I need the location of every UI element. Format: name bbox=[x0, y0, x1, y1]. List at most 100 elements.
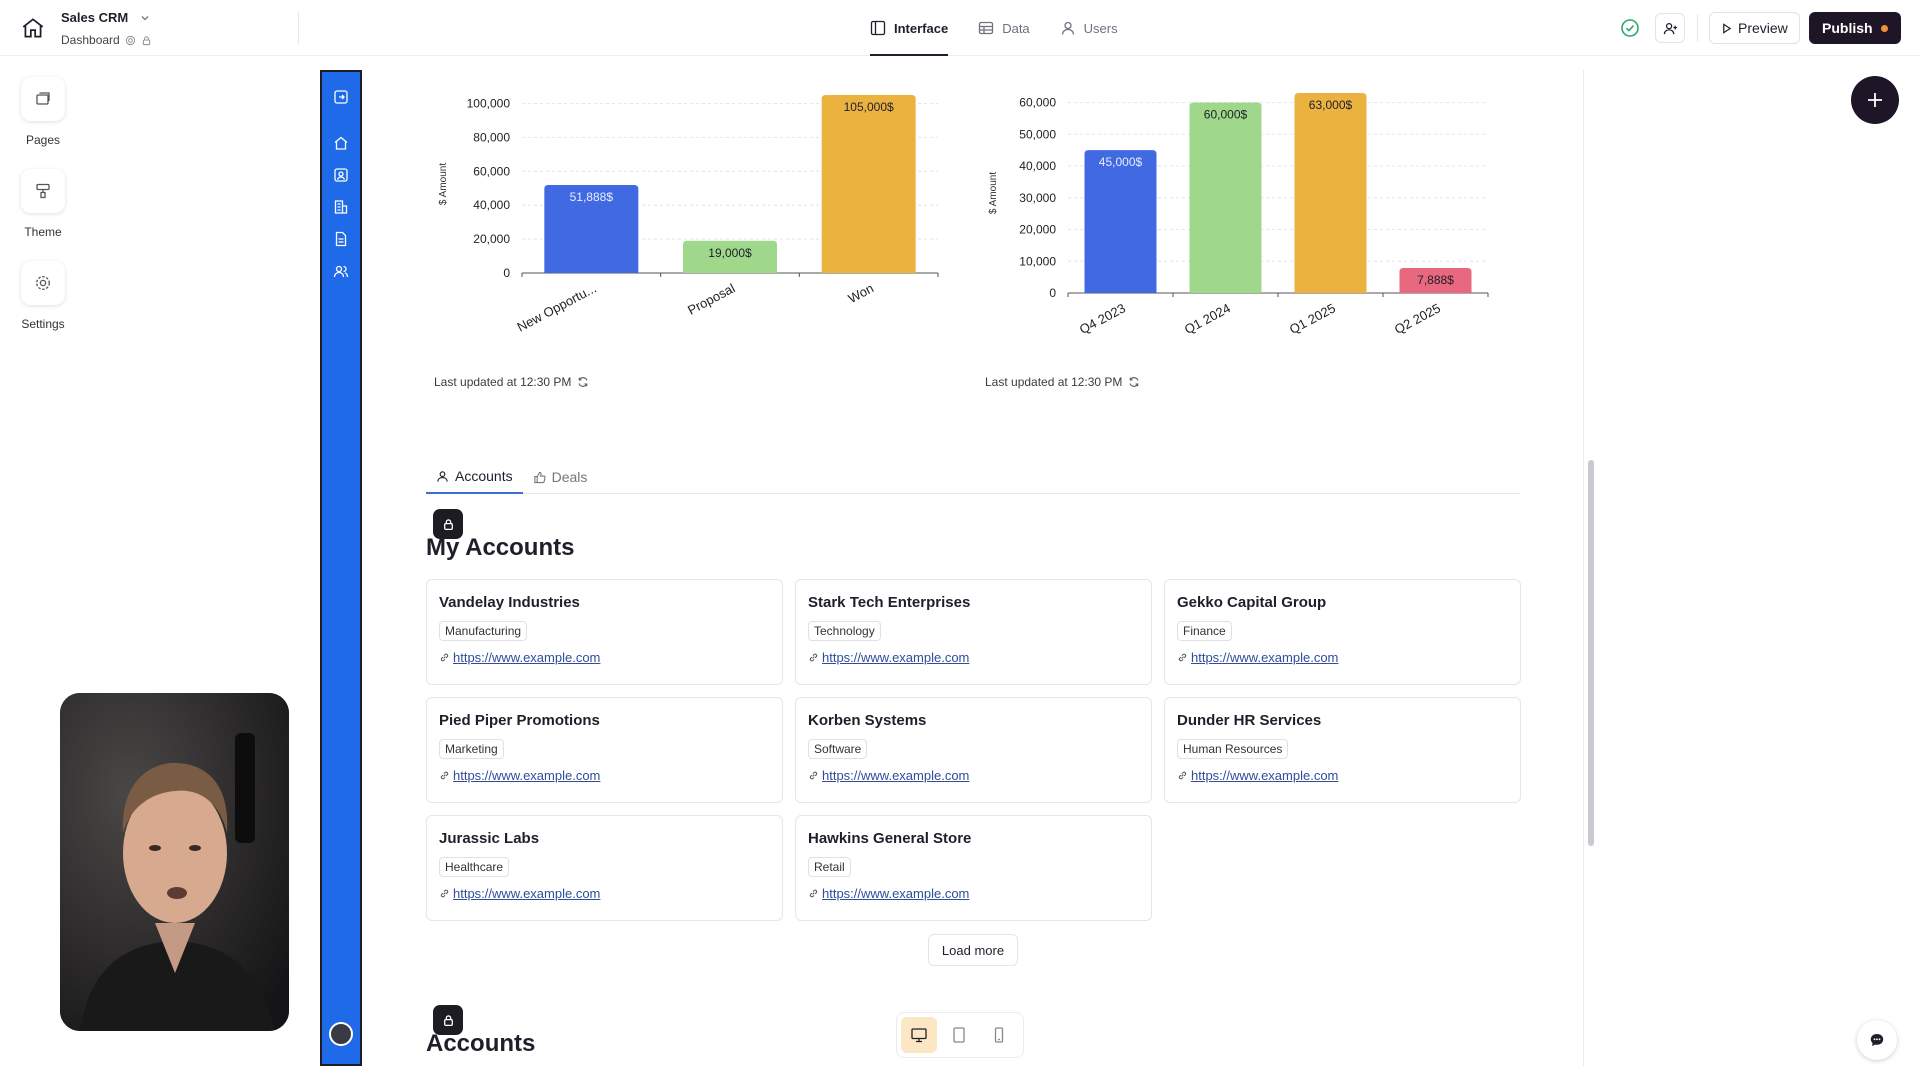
tab-interface[interactable]: Interface bbox=[870, 0, 949, 56]
link-icon bbox=[440, 889, 449, 898]
refresh-icon[interactable] bbox=[577, 376, 589, 388]
device-mobile-button[interactable] bbox=[981, 1017, 1017, 1053]
account-name: Gekko Capital Group bbox=[1177, 594, 1327, 611]
building-icon[interactable] bbox=[333, 199, 349, 215]
account-card[interactable]: Jurassic Labs Healthcare https://www.examp… bbox=[426, 815, 783, 921]
divider bbox=[1697, 14, 1698, 42]
app-title[interactable]: Sales CRM bbox=[61, 10, 150, 25]
y-tick-label: 40,000 bbox=[473, 198, 510, 212]
tool-settings[interactable]: Settings bbox=[20, 261, 66, 331]
account-name: Dunder HR Services bbox=[1177, 712, 1322, 729]
account-website-link[interactable]: https://www.example.com bbox=[1177, 768, 1508, 783]
tool-theme[interactable]: Theme bbox=[20, 169, 66, 239]
account-card[interactable]: Hawkins General Store Retail https://www.e… bbox=[795, 815, 1152, 921]
account-card[interactable]: Stark Tech Enterprises Technology https://… bbox=[795, 579, 1152, 685]
thumbs-up-icon bbox=[533, 471, 546, 483]
y-tick-label: 50,000 bbox=[1019, 127, 1056, 141]
y-tick-label: 60,000 bbox=[473, 164, 510, 178]
app-sidebar-nav bbox=[320, 70, 362, 1066]
bar bbox=[1084, 150, 1157, 293]
tool-theme-box[interactable] bbox=[21, 169, 65, 213]
account-card[interactable]: Vandelay Industries Manufacturing https://… bbox=[426, 579, 783, 685]
y-axis-label: $ Amount bbox=[438, 163, 449, 205]
gear-icon bbox=[125, 35, 135, 45]
webcam-overlay bbox=[60, 693, 289, 1031]
account-website-link[interactable]: https://www.example.com bbox=[808, 886, 1139, 901]
bar bbox=[1294, 93, 1367, 293]
account-website-link[interactable]: https://www.example.com bbox=[439, 768, 770, 783]
account-website-link[interactable]: https://www.example.com bbox=[1177, 650, 1508, 665]
expand-icon[interactable] bbox=[333, 89, 349, 105]
account-website-link[interactable]: https://www.example.com bbox=[808, 768, 1139, 783]
account-name: Korben Systems bbox=[808, 712, 927, 729]
x-tick-label: Q1 2025 bbox=[1287, 300, 1338, 337]
avatar[interactable] bbox=[329, 1022, 353, 1046]
device-desktop-button[interactable] bbox=[901, 1017, 937, 1053]
bar bbox=[683, 240, 777, 273]
account-website-link[interactable]: https://www.example.com bbox=[439, 886, 770, 901]
add-button[interactable] bbox=[1851, 76, 1899, 124]
account-url: https://www.example.com bbox=[453, 886, 601, 901]
bar bbox=[821, 95, 916, 273]
preview-label: Preview bbox=[1738, 20, 1788, 36]
y-tick-label: 0 bbox=[503, 266, 510, 280]
account-card[interactable]: Dunder HR Services Human Resources https:/… bbox=[1164, 697, 1521, 803]
share-button[interactable] bbox=[1655, 13, 1685, 43]
account-url: https://www.example.com bbox=[822, 886, 970, 901]
tab-data[interactable]: Data bbox=[978, 0, 1030, 56]
publish-label: Publish bbox=[1822, 20, 1873, 36]
tool-settings-box[interactable] bbox=[21, 261, 65, 305]
users-icon[interactable] bbox=[333, 263, 349, 279]
tool-pages-label: Pages bbox=[25, 133, 61, 147]
page-breadcrumb[interactable]: Dashboard bbox=[61, 33, 152, 47]
device-preview-toggle bbox=[896, 1012, 1024, 1058]
tab-deals-label: Deals bbox=[551, 469, 588, 485]
link-icon bbox=[1178, 653, 1187, 662]
home-icon[interactable] bbox=[20, 15, 46, 41]
account-card[interactable]: Korben Systems Software https://www.exampl… bbox=[795, 697, 1152, 803]
bar bbox=[544, 185, 639, 273]
data-label: 63,000$ bbox=[1309, 98, 1353, 112]
data-label: 19,000$ bbox=[708, 246, 752, 260]
pages-icon bbox=[36, 92, 50, 105]
home-icon[interactable] bbox=[333, 135, 349, 151]
y-tick-label: 60,000 bbox=[1019, 96, 1056, 110]
device-tablet-button[interactable] bbox=[941, 1017, 977, 1053]
preview-button[interactable]: Preview bbox=[1709, 12, 1800, 44]
account-name: Pied Piper Promotions bbox=[439, 712, 600, 729]
lock-icon bbox=[142, 35, 150, 45]
account-website-link[interactable]: https://www.example.com bbox=[439, 650, 770, 665]
tab-deals[interactable]: Deals bbox=[523, 460, 598, 494]
tab-data-label: Data bbox=[1002, 20, 1030, 36]
locked-badge[interactable] bbox=[433, 509, 463, 539]
tab-interface-label: Interface bbox=[894, 20, 949, 36]
contacts-icon[interactable] bbox=[333, 167, 349, 183]
account-website-link[interactable]: https://www.example.com bbox=[808, 650, 1139, 665]
scrollbar[interactable] bbox=[1588, 460, 1594, 846]
account-card[interactable]: Gekko Capital Group Finance https://www.ex… bbox=[1164, 579, 1521, 685]
link-icon bbox=[1178, 771, 1187, 780]
locked-badge[interactable] bbox=[433, 1005, 463, 1035]
tool-pages-box[interactable] bbox=[21, 77, 65, 121]
chevron-down-icon bbox=[141, 15, 149, 20]
data-label: 7,888$ bbox=[1417, 273, 1454, 287]
chart-quarterly-updated: Last updated at 12:30 PM bbox=[985, 375, 1140, 389]
publish-button[interactable]: Publish bbox=[1809, 12, 1901, 44]
data-label: 45,000$ bbox=[1099, 155, 1143, 169]
tab-accounts[interactable]: Accounts bbox=[426, 460, 523, 494]
account-card[interactable]: Pied Piper Promotions Marketing https://ww… bbox=[426, 697, 783, 803]
tool-pages[interactable]: Pages bbox=[20, 77, 66, 147]
page-name: Dashboard bbox=[61, 33, 120, 47]
desktop-icon bbox=[911, 1028, 927, 1043]
document-icon[interactable] bbox=[333, 231, 349, 247]
unpublished-dot bbox=[1880, 24, 1888, 32]
refresh-icon[interactable] bbox=[1128, 376, 1140, 388]
y-tick-label: 20,000 bbox=[1019, 223, 1056, 237]
industry-tag: Manufacturing bbox=[439, 621, 528, 641]
industry-tag: Retail bbox=[808, 857, 851, 877]
tab-users[interactable]: Users bbox=[1060, 0, 1118, 56]
load-more-button[interactable]: Load more bbox=[928, 934, 1018, 966]
y-tick-label: 20,000 bbox=[473, 232, 510, 246]
chat-button[interactable] bbox=[1857, 1020, 1897, 1060]
updated-text: Last updated at 12:30 PM bbox=[434, 375, 572, 389]
